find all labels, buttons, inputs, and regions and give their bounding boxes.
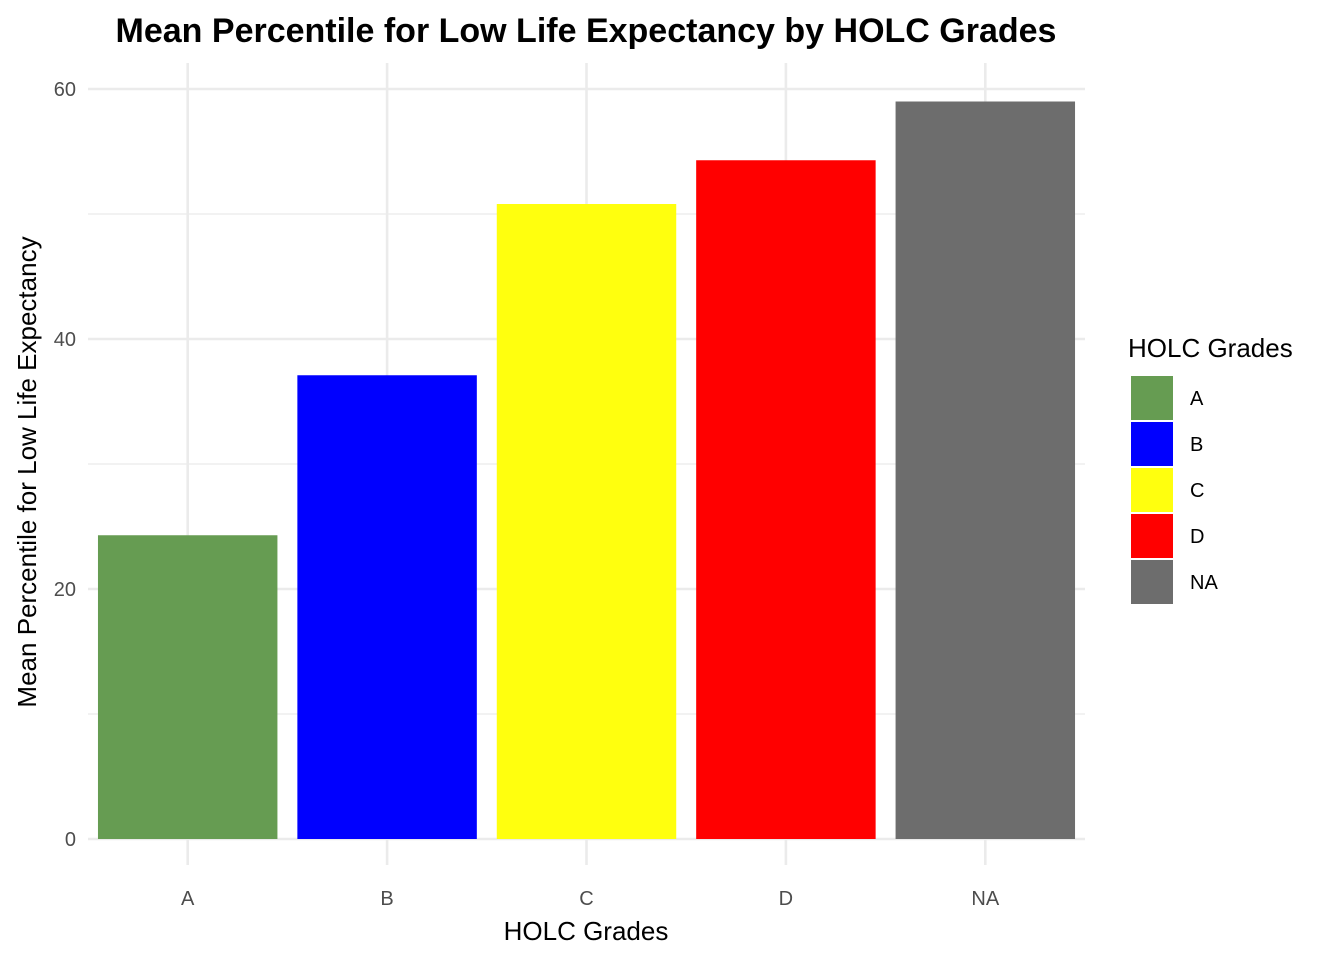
legend-label: NA	[1190, 572, 1218, 594]
x-tick-label: B	[380, 888, 393, 910]
y-axis-title: Mean Percentile for Low Life Expectancy	[12, 236, 42, 707]
x-axis-title: HOLC Grades	[504, 916, 669, 946]
y-tick-label: 60	[54, 79, 76, 101]
x-tick-label: NA	[971, 888, 999, 910]
x-tick-label: D	[779, 888, 793, 910]
bar-b	[297, 375, 477, 839]
bars	[97, 101, 1076, 839]
y-tick-label: 40	[54, 329, 76, 351]
x-axis-ticks: A B C D NA	[181, 888, 1000, 910]
legend-label: B	[1190, 434, 1203, 456]
bar-a	[97, 535, 278, 839]
legend-label: A	[1190, 388, 1204, 410]
legend-key-a	[1131, 376, 1173, 420]
y-axis-ticks: 0 20 40 60	[54, 79, 76, 851]
legend-key-b	[1131, 422, 1173, 466]
legend-key-na	[1131, 560, 1173, 604]
legend-key-d	[1131, 514, 1173, 558]
y-tick-label: 0	[65, 829, 76, 851]
bar-na	[895, 101, 1076, 839]
y-tick-label: 20	[54, 579, 76, 601]
legend-key-c	[1131, 468, 1173, 512]
x-tick-label: A	[181, 888, 195, 910]
chart-title: Mean Percentile for Low Life Expectancy …	[116, 12, 1057, 50]
bar-d	[696, 160, 876, 839]
x-tick-label: C	[579, 888, 593, 910]
legend-label: D	[1190, 526, 1204, 548]
legend-title: HOLC Grades	[1128, 333, 1293, 363]
legend: HOLC Grades A B C D NA	[1128, 333, 1293, 604]
legend-label: C	[1190, 480, 1204, 502]
bar-c	[496, 204, 677, 839]
